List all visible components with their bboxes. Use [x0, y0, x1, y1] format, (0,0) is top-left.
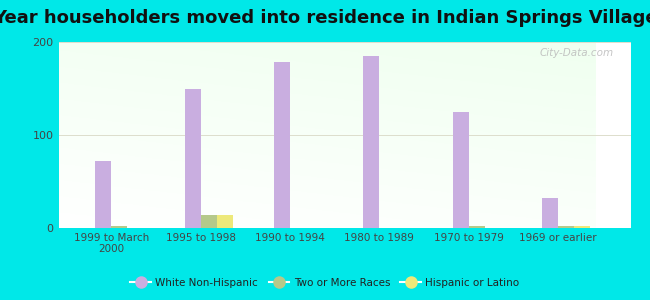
Bar — [558, 226, 574, 228]
Text: City-Data.com: City-Data.com — [540, 48, 614, 58]
Bar — [95, 161, 111, 228]
Bar — [216, 215, 233, 228]
Bar — [574, 226, 590, 228]
Bar — [452, 112, 469, 228]
Text: Year householders moved into residence in Indian Springs Village: Year householders moved into residence i… — [0, 9, 650, 27]
Bar — [469, 226, 485, 228]
Bar — [111, 226, 127, 228]
Bar — [274, 62, 290, 228]
Legend: White Non-Hispanic, Two or More Races, Hispanic or Latino: White Non-Hispanic, Two or More Races, H… — [126, 274, 524, 292]
Bar — [185, 88, 201, 228]
Bar — [363, 56, 380, 228]
Bar — [542, 198, 558, 228]
Bar — [201, 215, 216, 228]
